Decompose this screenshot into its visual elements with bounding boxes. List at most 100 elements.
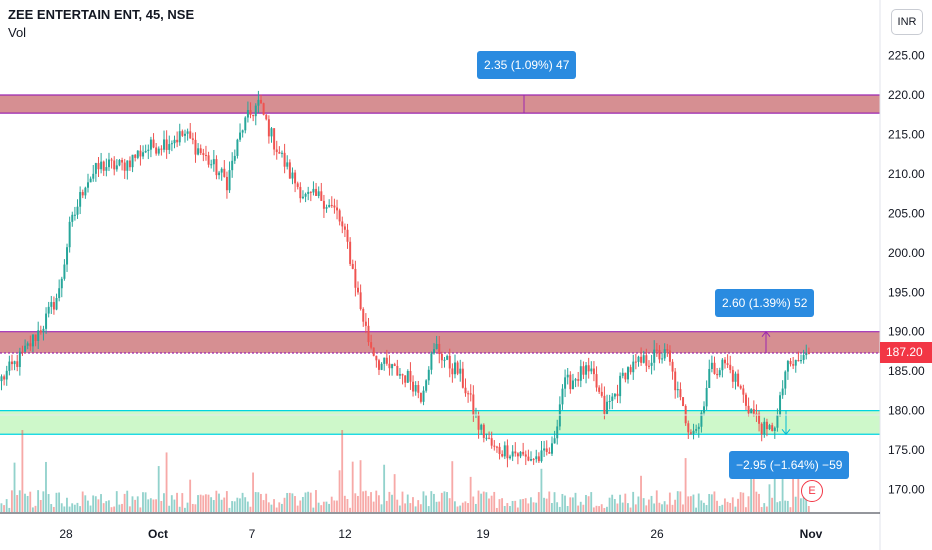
candle-body [750, 409, 753, 414]
candle-body [540, 450, 543, 462]
candle-body [789, 360, 792, 365]
volume-bar [231, 501, 234, 512]
candle-body [687, 423, 690, 433]
volume-bar [118, 504, 121, 512]
volume-bar [178, 506, 181, 512]
volume-bar [84, 495, 87, 512]
candle-body [637, 356, 640, 362]
time-tick-label: 26 [650, 527, 664, 541]
volume-bar [194, 504, 197, 512]
candle-body [553, 438, 556, 444]
volume-bar [215, 490, 218, 512]
volume-bar [320, 505, 323, 512]
candle-body [464, 387, 467, 394]
volume-bar [501, 498, 504, 512]
candle-body [55, 298, 58, 310]
volume-bar [220, 499, 223, 512]
volume-bar [784, 500, 787, 512]
candle-body [734, 373, 737, 382]
volume-bar [668, 492, 671, 512]
volume-bar [123, 493, 126, 512]
volume-bar [805, 499, 808, 512]
candle-body [435, 343, 438, 350]
volume-bar [16, 495, 19, 512]
volume-bar [642, 498, 645, 512]
candle-body [165, 139, 168, 150]
candle-body [336, 207, 339, 211]
candle-body [742, 388, 745, 395]
candle-body [443, 359, 446, 361]
candle-body [16, 361, 19, 367]
volume-bar [771, 497, 774, 512]
candle-body [24, 345, 27, 352]
volume-bar [110, 507, 113, 512]
volume-bar [343, 495, 346, 512]
candle-body [236, 139, 239, 156]
candle-body [668, 350, 671, 362]
candle-body [60, 278, 63, 289]
candle-body [181, 131, 184, 136]
candle-body [0, 376, 3, 382]
candle-body [42, 328, 45, 333]
volume-bar [173, 499, 176, 512]
zone-resistance-0 [0, 95, 880, 114]
volume-bar [671, 504, 674, 512]
volume-bar [275, 507, 278, 512]
volume-bar [168, 505, 171, 512]
volume-bar [136, 496, 139, 512]
candle-body [511, 451, 514, 457]
volume-bar [490, 495, 493, 512]
candle-body [343, 226, 346, 230]
candle-body [210, 164, 213, 166]
candle-body [37, 330, 40, 341]
volume-bar [254, 492, 257, 512]
currency-badge[interactable]: INR [891, 9, 923, 35]
volume-bar [569, 497, 572, 512]
candle-body [13, 361, 16, 365]
volume-bar [315, 490, 317, 512]
volume-bar [354, 493, 357, 512]
candle-body [516, 453, 519, 457]
volume-bar [144, 492, 147, 512]
volume-bar [752, 460, 755, 512]
earnings-event-icon[interactable]: E [801, 480, 823, 502]
volume-bar [545, 498, 548, 512]
volume-bar [139, 507, 142, 512]
price-tick-label: 200.00 [888, 246, 925, 260]
candle-body [744, 394, 747, 406]
measure-arrow-2 [781, 428, 791, 436]
candle-body [128, 160, 131, 168]
candle-body [587, 365, 590, 372]
volume-bar [346, 499, 349, 512]
candle-body [346, 229, 349, 242]
candle-body [241, 130, 244, 133]
volume-bar [102, 503, 105, 512]
volume-bar [364, 490, 367, 512]
volume-bar [779, 501, 781, 512]
candle-body [634, 361, 637, 363]
candle-body [763, 421, 766, 435]
candle-body [469, 393, 472, 395]
candle-body [84, 187, 87, 196]
volume-bar [299, 500, 302, 512]
volume-bar [713, 491, 716, 512]
candle-body [506, 445, 509, 459]
candle-body [50, 302, 53, 307]
volume-bar [417, 500, 420, 512]
candle-body [275, 149, 278, 153]
volume-bar [233, 501, 236, 512]
candle-body [566, 374, 569, 378]
volume-bar [687, 496, 690, 512]
candle-body [524, 454, 527, 457]
candle-body [294, 172, 297, 184]
candle-body [700, 412, 703, 427]
candle-body [5, 370, 8, 380]
candle-body [419, 392, 422, 402]
volume-bar [550, 503, 553, 512]
candle-body [76, 206, 79, 215]
candle-body [627, 367, 630, 380]
candle-body [564, 377, 567, 389]
candle-body [34, 334, 37, 341]
candle-body [797, 360, 800, 362]
